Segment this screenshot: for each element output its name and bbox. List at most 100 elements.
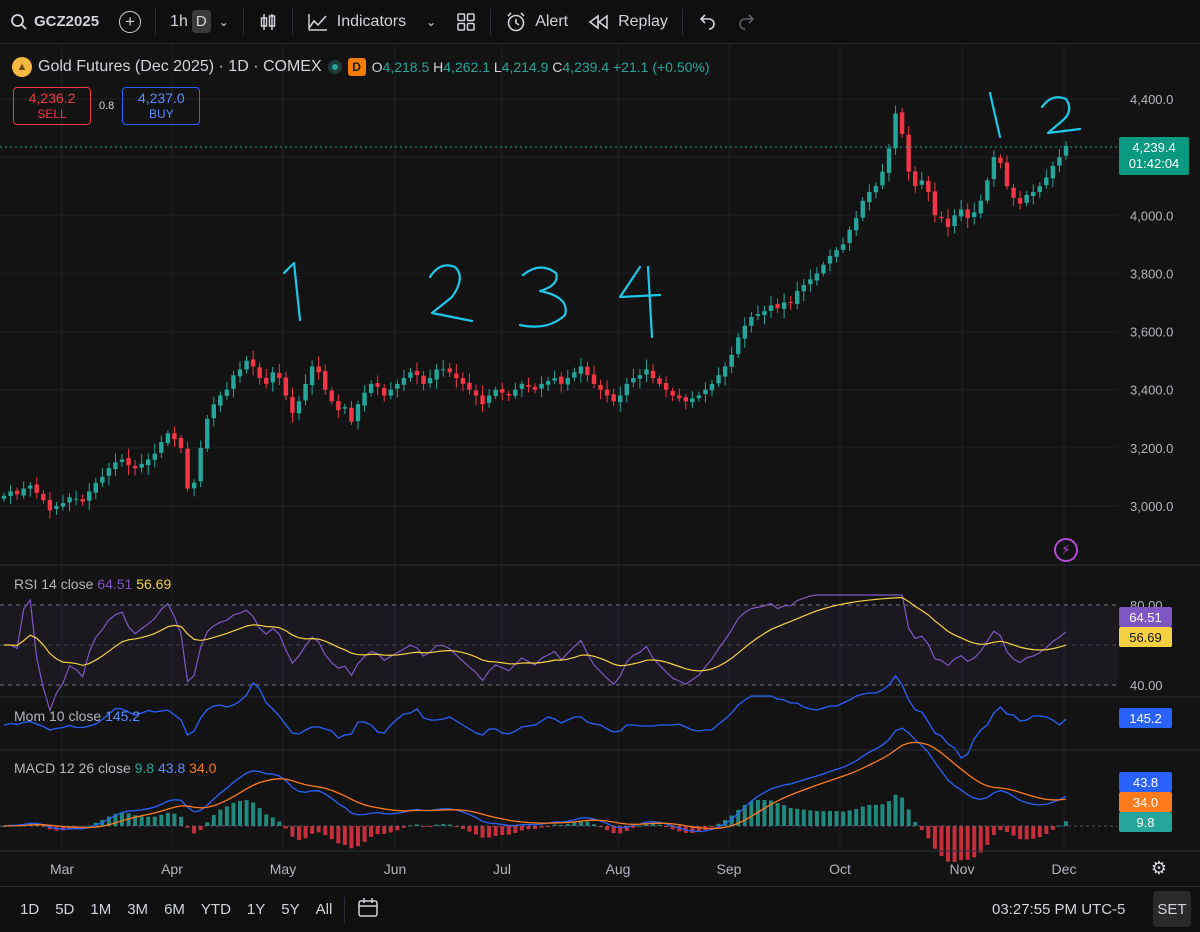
candle-body: [781, 302, 787, 309]
candle-body: [539, 383, 544, 389]
macd-hist-bar: [421, 826, 426, 827]
candle-body: [211, 404, 216, 419]
clock[interactable]: 03:27:55 PM UTC-5: [992, 901, 1126, 918]
macd-hist-bar: [218, 809, 223, 826]
range-6m[interactable]: 6M: [164, 901, 185, 918]
range-buttons: 1D 5D 1M 3M 6M YTD 1Y 5Y All: [12, 901, 340, 918]
macd-hist-bar: [742, 804, 747, 826]
macd-hist-bar: [244, 800, 249, 826]
macd-name: MACD: [14, 760, 56, 776]
macd-hist-bar: [913, 821, 918, 826]
candle-body: [854, 218, 859, 231]
mom-legend[interactable]: Mom 10 close 145.2: [14, 708, 140, 724]
candle-body: [840, 244, 846, 250]
annotation-right-1: [988, 91, 1002, 139]
candle-body: [703, 389, 708, 395]
divider: [242, 8, 244, 35]
undo-button[interactable]: [687, 0, 727, 44]
range-1y[interactable]: 1Y: [246, 901, 266, 918]
macd-hist-bar: [113, 813, 118, 826]
macd-hist-bar: [926, 826, 931, 839]
chart-type-button[interactable]: [248, 0, 288, 44]
macd-hist-bar: [539, 826, 544, 828]
candle-body: [1063, 145, 1069, 156]
macd-hist-bar: [513, 826, 518, 833]
time-axis-label: Oct: [829, 861, 851, 877]
range-ytd[interactable]: YTD: [200, 901, 231, 918]
grid-icon: [457, 12, 475, 31]
market-open-icon: [327, 60, 342, 74]
macd-hist-bar: [185, 826, 190, 828]
annotation-left-1: [282, 261, 302, 322]
session-button[interactable]: SET: [1153, 891, 1191, 927]
alert-button[interactable]: Alert: [495, 0, 578, 44]
macd-hist-bar: [316, 826, 321, 833]
chevron-down-icon[interactable]: ⌄: [218, 14, 229, 29]
candle-body: [73, 498, 79, 500]
sell-button[interactable]: 4,236.2 SELL: [13, 87, 91, 125]
macd-hist-bar: [762, 799, 767, 826]
macd-hist-bar: [854, 809, 859, 826]
compare-button[interactable]: +: [109, 0, 151, 44]
candle-body: [198, 447, 203, 482]
replay-button[interactable]: Replay: [578, 0, 678, 44]
range-5d[interactable]: 5D: [55, 901, 75, 918]
macd-hist-bar: [87, 825, 92, 827]
range-all[interactable]: All: [315, 901, 333, 918]
macd-hist-bar: [1011, 826, 1016, 836]
candle-body: [762, 311, 767, 316]
lightning-icon[interactable]: ⚡: [1054, 538, 1078, 562]
candle-body: [919, 180, 924, 185]
macd-hist-bar: [493, 826, 498, 836]
change-value: +21.1 (+0.50%): [613, 59, 710, 75]
interval-1h[interactable]: 1h: [170, 12, 188, 30]
range-1d[interactable]: 1D: [20, 901, 40, 918]
legend-title[interactable]: Gold Futures (Dec 2025) · 1D · COMEX: [38, 58, 322, 75]
macd-hist-bar: [467, 826, 472, 832]
macd-hist-bar: [690, 826, 695, 834]
range-5y[interactable]: 5Y: [281, 901, 300, 918]
range-1m[interactable]: 1M: [90, 901, 112, 918]
macd-hist-bar: [329, 826, 334, 840]
price-axis-label: 4,000.0: [1130, 208, 1173, 223]
candle-body: [637, 375, 643, 379]
macd-legend[interactable]: MACD 12 26 close 9.8 43.8 34.0: [14, 760, 216, 776]
candle-body: [821, 264, 826, 274]
wave-count-annotations: [282, 91, 1082, 339]
buy-button[interactable]: 4,237.0 BUY: [122, 87, 201, 125]
candle-body: [873, 186, 879, 193]
interval-selector[interactable]: 1h D ⌄: [160, 0, 239, 44]
rsi-axis-label: 40.00: [1130, 678, 1163, 693]
range-3m[interactable]: 3M: [127, 901, 149, 918]
divider: [291, 8, 293, 35]
candle-body: [814, 273, 820, 281]
candle-body: [532, 386, 538, 390]
candle-body: [270, 372, 275, 383]
candle-body: [250, 359, 256, 367]
interval-d[interactable]: D: [191, 10, 211, 33]
macd-hist-bar: [277, 821, 282, 826]
gear-icon[interactable]: ⚙: [1150, 857, 1168, 878]
price-axis-label: 3,200.0: [1130, 441, 1173, 456]
chart-area[interactable]: Mar Apr May Jun Jul Aug Sep Oct Nov Dec 4,400.0 4,…: [0, 45, 1200, 885]
macd-hist-bar: [565, 824, 570, 826]
grid-lines: [0, 45, 1118, 851]
rsi-legend[interactable]: RSI 14 close 64.51 56.69: [14, 576, 171, 592]
candle-body: [1031, 192, 1036, 197]
indicators-button[interactable]: Indicators ⌄: [297, 0, 446, 44]
chevron-down-icon[interactable]: ⌄: [426, 14, 437, 29]
layout-button[interactable]: [446, 0, 486, 44]
date-range-button[interactable]: [357, 897, 381, 922]
candle-body: [958, 209, 964, 217]
chart-canvas[interactable]: Mar Apr May Jun Jul Aug Sep Oct Nov Dec 4,400.04,…: [0, 45, 1200, 885]
macd-hist-bar: [559, 824, 564, 826]
macd-hist-bar: [257, 808, 262, 826]
delayed-badge[interactable]: D: [347, 58, 366, 76]
symbol-search[interactable]: GCZ2025: [0, 0, 109, 44]
candle-body: [585, 366, 590, 376]
candle-body: [447, 368, 452, 373]
redo-button[interactable]: [727, 0, 767, 44]
macd-hist-bar: [808, 810, 813, 826]
macd-hist-bar: [211, 815, 216, 826]
candle-body: [1, 495, 7, 499]
